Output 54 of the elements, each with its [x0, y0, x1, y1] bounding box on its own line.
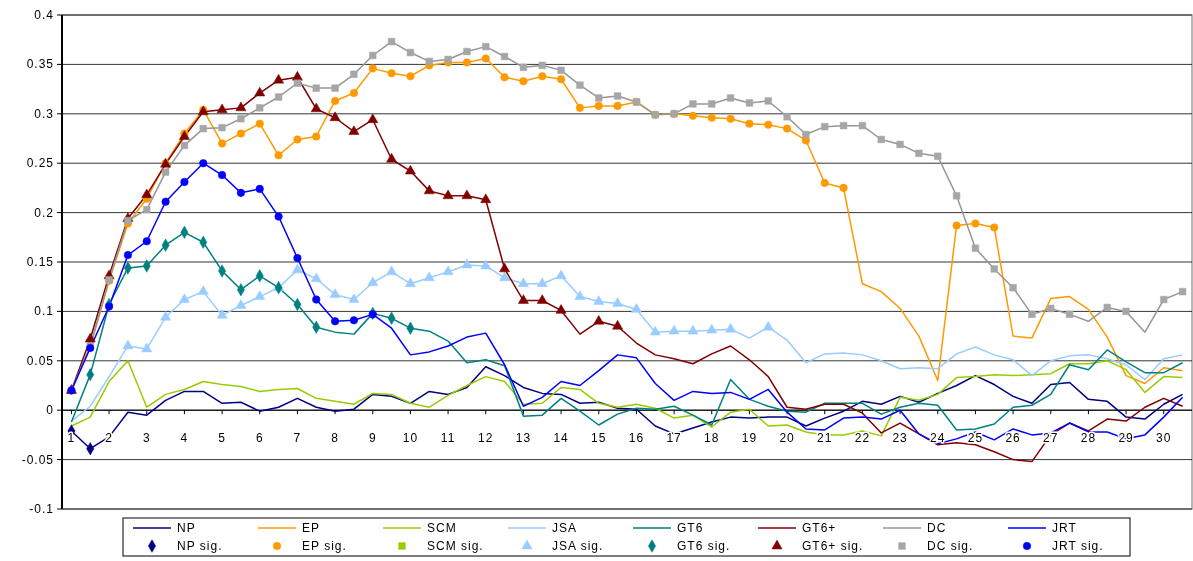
legend-label: JRT: [1052, 521, 1077, 535]
legend-label: NP sig.: [177, 539, 223, 553]
legend-label: JSA sig.: [552, 539, 604, 553]
x-tick-label: 18: [704, 431, 720, 446]
x-tick-label: 23: [892, 431, 908, 446]
y-tick-label: 0.4: [34, 8, 54, 22]
legend-label: EP: [302, 521, 321, 535]
y-tick-label: 0.35: [26, 57, 54, 72]
x-tick-label: 22: [854, 431, 871, 446]
x-tick-label: 9: [368, 431, 377, 446]
x-tick-label: 17: [666, 431, 682, 446]
x-tick-label: 6: [255, 431, 264, 446]
x-tick-label: 8: [331, 431, 339, 446]
legend-label: GT6+ sig.: [802, 539, 864, 553]
y-tick-label: 0: [46, 403, 54, 418]
legend-label: DC: [927, 521, 947, 535]
y-tick-label: 0.15: [26, 255, 54, 269]
x-tick-label: 16: [628, 431, 645, 446]
y-tick-label: 0.1: [34, 304, 54, 319]
x-tick-label: 15: [591, 431, 607, 446]
x-tick-label: 20: [779, 431, 795, 446]
x-tick-label: 7: [293, 431, 302, 446]
x-tick-label: 3: [142, 431, 151, 446]
x-tick-label: 24: [930, 431, 946, 446]
legend-label: NP: [177, 521, 196, 535]
y-tick-label: 0.25: [26, 156, 54, 171]
legend-label: DC sig.: [927, 539, 974, 553]
x-tick-label: 13: [515, 431, 532, 446]
x-tick-label: 26: [1005, 431, 1021, 446]
legend-label: GT6+: [802, 521, 837, 535]
y-tick-label: -0.05: [21, 452, 54, 467]
legend-label: JRT sig.: [1052, 539, 1104, 553]
legend-label: SCM: [427, 521, 457, 535]
x-tick-label: 28: [1080, 431, 1097, 446]
legend-label: JSA: [552, 521, 578, 535]
x-tick-label: 5: [218, 431, 226, 446]
legend-label: GT6 sig.: [677, 539, 731, 553]
x-tick-label: 30: [1156, 431, 1172, 446]
legend-label: GT6: [677, 521, 704, 535]
x-tick-label: 14: [553, 431, 569, 446]
x-tick-label: 12: [478, 431, 494, 446]
x-tick-label: 10: [402, 431, 419, 446]
y-tick-label: 0.3: [34, 106, 54, 121]
x-tick-label: 21: [817, 431, 833, 446]
y-tick-label: -0.1: [29, 502, 54, 516]
legend-label: SCM sig.: [427, 539, 484, 553]
x-tick-label: 11: [440, 431, 456, 446]
y-tick-label: 0.2: [34, 205, 54, 220]
legend-label: EP sig.: [302, 539, 347, 553]
x-tick-label: 4: [180, 431, 189, 446]
y-tick-label: 0.05: [26, 353, 54, 368]
x-tick-label: 19: [741, 431, 758, 446]
x-tick-label: 25: [967, 431, 984, 446]
x-tick-label: 1: [67, 431, 76, 446]
